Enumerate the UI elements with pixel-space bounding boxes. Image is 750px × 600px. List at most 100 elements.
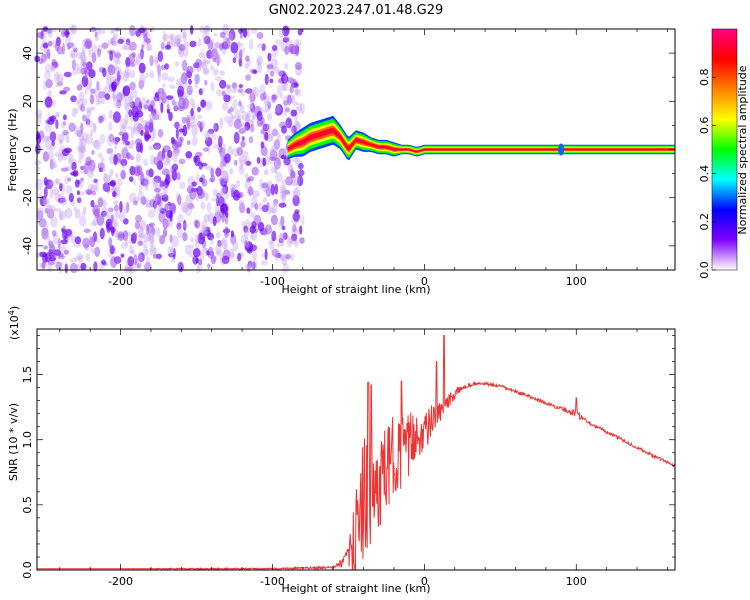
noise-blob xyxy=(239,122,243,128)
noise-blob xyxy=(62,114,67,121)
noise-blob xyxy=(145,223,150,235)
noise-blob xyxy=(103,172,108,185)
noise-blob xyxy=(56,133,65,143)
noise-blob xyxy=(37,113,42,126)
noise-blob xyxy=(133,200,138,206)
x-tick-label: -100 xyxy=(260,275,285,288)
noise-blob xyxy=(260,260,268,266)
noise-blob xyxy=(292,101,299,106)
noise-blob xyxy=(258,202,263,212)
noise-blob xyxy=(113,154,118,166)
noise-blob xyxy=(281,179,287,187)
noise-blob xyxy=(248,211,256,218)
noise-blob xyxy=(153,156,159,166)
noise-blob xyxy=(232,240,239,252)
noise-blob xyxy=(266,112,273,121)
noise-blob xyxy=(76,197,82,204)
noise-blob xyxy=(293,45,299,58)
noise-blob xyxy=(298,163,304,170)
noise-blob xyxy=(184,244,191,255)
noise-blob xyxy=(98,91,106,99)
noise-blob xyxy=(220,239,227,247)
noise-blob xyxy=(157,129,164,138)
noise-blob xyxy=(165,210,173,219)
noise-blob xyxy=(273,198,279,205)
noise-blob xyxy=(204,130,210,139)
noise-blob xyxy=(172,141,179,151)
noise-blob xyxy=(139,116,145,124)
noise-blob xyxy=(264,131,269,141)
noise-blob xyxy=(46,48,51,59)
noise-blob xyxy=(182,204,189,214)
noise-blob xyxy=(301,214,305,226)
noise-blob xyxy=(232,57,237,64)
noise-blob xyxy=(210,48,218,61)
noise-blob xyxy=(122,85,131,97)
noise-blob xyxy=(140,48,144,60)
noise-blob xyxy=(68,122,76,132)
noise-blob xyxy=(182,124,188,137)
noise-blob xyxy=(132,180,137,186)
noise-blob xyxy=(113,52,122,58)
noise-blob xyxy=(109,179,117,187)
noise-blob xyxy=(238,84,244,89)
noise-blob xyxy=(88,165,95,175)
noise-blob xyxy=(262,123,270,132)
noise-blob xyxy=(200,99,207,108)
noise-blob xyxy=(270,166,278,174)
noise-blob xyxy=(76,252,84,260)
noise-blob xyxy=(112,111,121,123)
noise-blob xyxy=(95,95,100,106)
noise-blob xyxy=(132,126,140,134)
noise-blob xyxy=(230,188,235,198)
noise-blob xyxy=(219,157,224,169)
noise-blob xyxy=(178,97,186,109)
noise-blob xyxy=(293,213,300,223)
noise-blob xyxy=(120,158,128,167)
noise-blob xyxy=(116,178,123,187)
noise-blob xyxy=(128,62,135,67)
noise-blob xyxy=(114,59,118,71)
noise-blob xyxy=(62,129,69,136)
noise-blob xyxy=(251,86,260,98)
noise-blob xyxy=(244,240,248,251)
noise-blob xyxy=(130,249,136,255)
noise-blob xyxy=(88,77,93,86)
colorbar-label: Normalized spectral amplitude xyxy=(736,65,749,234)
noise-blob xyxy=(88,46,93,58)
noise-blob xyxy=(93,261,98,272)
noise-blob xyxy=(55,177,59,185)
noise-blob xyxy=(159,207,167,214)
noise-blob xyxy=(279,232,285,240)
noise-blob xyxy=(60,78,64,86)
noise-blob xyxy=(77,157,83,164)
noise-blob xyxy=(100,98,106,105)
noise-blob xyxy=(177,261,184,273)
noise-blob xyxy=(138,233,145,238)
noise-blob xyxy=(80,104,85,112)
noise-blob xyxy=(230,230,234,238)
noise-blob xyxy=(147,44,152,51)
noise-blob xyxy=(84,115,91,122)
noise-blob xyxy=(78,91,85,101)
noise-blob xyxy=(184,41,190,49)
noise-blob xyxy=(162,227,168,238)
noise-blob xyxy=(43,245,48,250)
noise-blob xyxy=(152,253,158,259)
noise-blob xyxy=(181,116,187,124)
noise-blob xyxy=(262,197,268,203)
noise-blob xyxy=(75,99,81,105)
noise-blob xyxy=(44,153,50,161)
y-tick-label: 0.5 xyxy=(21,496,34,514)
noise-blob xyxy=(274,110,282,116)
noise-blob xyxy=(219,31,226,39)
noise-blob xyxy=(162,33,170,42)
noise-blob xyxy=(60,239,68,245)
noise-blob xyxy=(95,238,100,244)
noise-blob xyxy=(139,142,144,154)
noise-blob xyxy=(191,136,198,147)
noise-blob xyxy=(164,63,170,70)
noise-blob xyxy=(219,161,223,168)
noise-blob xyxy=(169,245,175,257)
noise-blob xyxy=(232,189,241,201)
